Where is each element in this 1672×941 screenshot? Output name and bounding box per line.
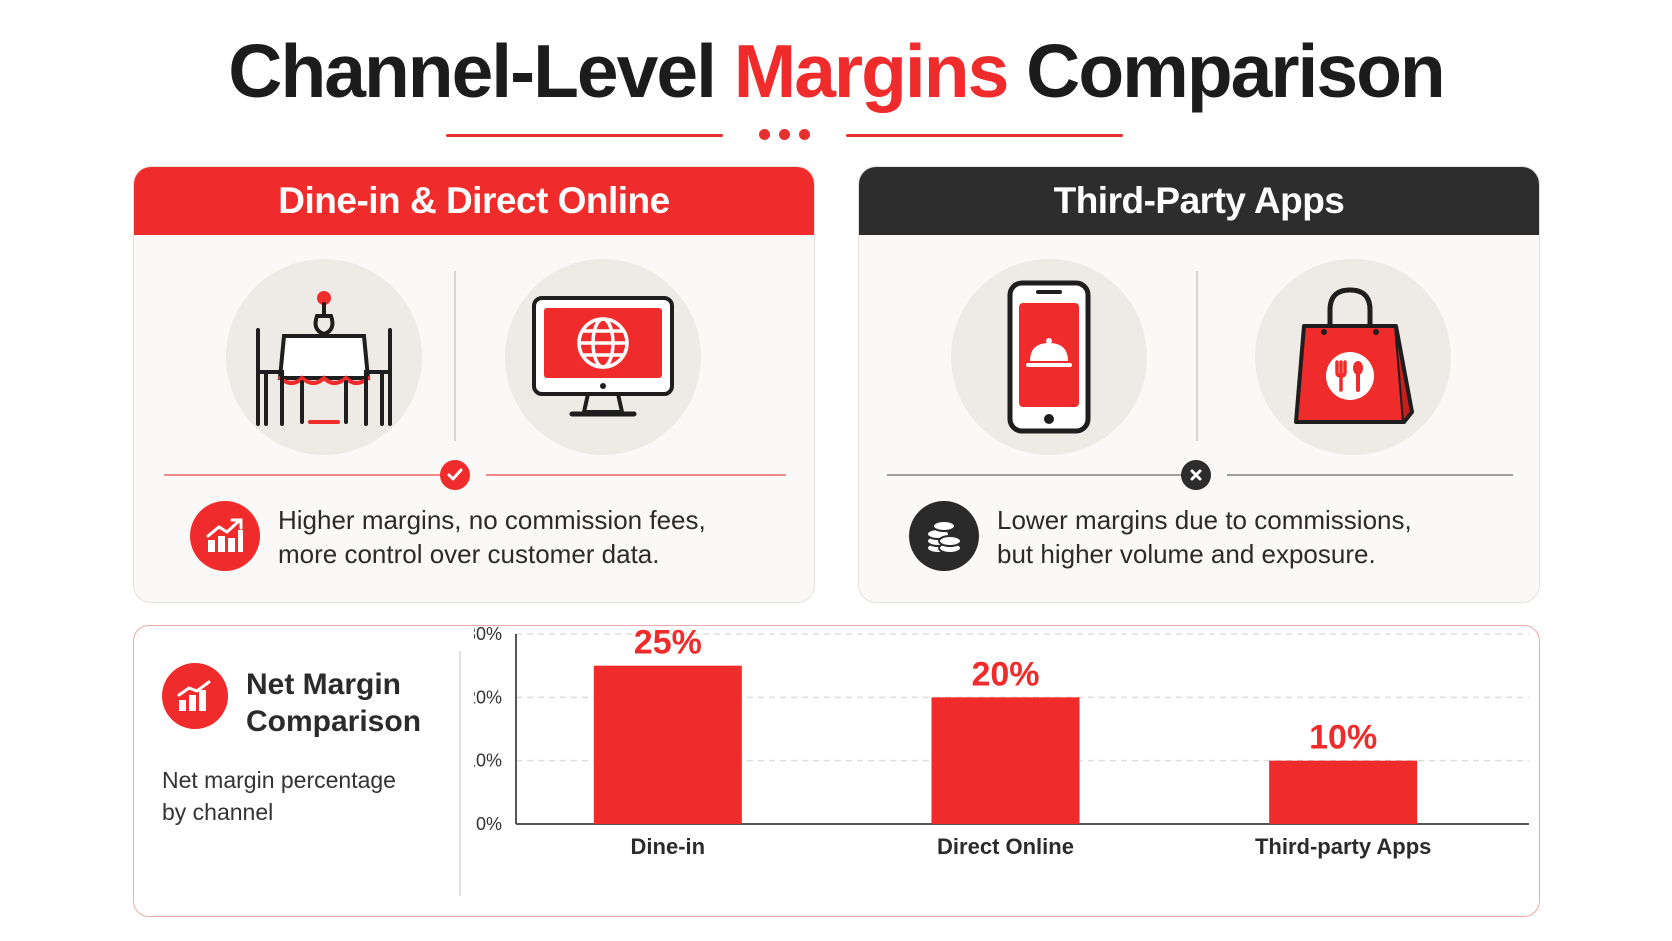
dining-table-icon bbox=[226, 259, 422, 455]
panel-subtitle: Net margin percentage by channel bbox=[162, 764, 442, 828]
card-title: Third-Party Apps bbox=[859, 167, 1539, 235]
net-margin-panel: Net Margin Comparison Net margin percent… bbox=[133, 625, 1540, 917]
description-line: but higher volume and exposure. bbox=[997, 539, 1376, 569]
description-line: more control over customer data. bbox=[278, 539, 660, 569]
shopping-bag-icon bbox=[1255, 259, 1451, 455]
title-highlight: Margins bbox=[733, 29, 1010, 113]
monitor-globe-icon bbox=[505, 259, 701, 455]
x-tick-label: Direct Online bbox=[937, 834, 1074, 859]
description-line: Lower margins due to commissions, bbox=[997, 505, 1412, 535]
title-divider bbox=[0, 128, 1672, 148]
phone-cloche-icon bbox=[951, 259, 1147, 455]
direct-channel-card: Dine-in & Direct Online bbox=[133, 166, 815, 603]
panel-title-line: Comparison bbox=[246, 705, 422, 738]
x-tick-label: Dine-in bbox=[631, 834, 706, 859]
card-description: Higher margins, no commission fees, more… bbox=[278, 503, 798, 571]
panel-title-line: Net Margin bbox=[246, 668, 402, 701]
y-tick-label: 0% bbox=[476, 814, 502, 834]
growth-chart-icon bbox=[190, 501, 260, 571]
x-tick-label: Third-party Apps bbox=[1255, 834, 1431, 859]
bar-chart-icon bbox=[162, 663, 228, 729]
data-label: 25% bbox=[634, 626, 702, 662]
page-title: Channel-Level Margins Comparison bbox=[0, 28, 1672, 114]
bar-direct-online bbox=[931, 697, 1080, 824]
data-label: 20% bbox=[971, 655, 1039, 693]
bar-dine-in bbox=[593, 665, 742, 824]
title-part1: Channel-Level bbox=[228, 29, 734, 113]
panel-subtitle-line: by channel bbox=[162, 799, 274, 825]
net-margin-bar-chart: 0% 10% 20% 30% 25% Dine-in 20% Direct Online 10%… bbox=[474, 626, 1529, 859]
y-tick-label: 30% bbox=[474, 626, 502, 644]
panel-title: Net Margin Comparison bbox=[246, 666, 446, 740]
y-tick-label: 20% bbox=[474, 687, 502, 707]
y-tick-label: 10% bbox=[474, 751, 502, 771]
description-line: Higher margins, no commission fees, bbox=[278, 505, 706, 535]
third-party-card: Third-Party Apps bbox=[858, 166, 1540, 603]
bar-third-party-apps bbox=[1269, 760, 1418, 824]
coins-icon bbox=[909, 501, 979, 571]
card-description: Lower margins due to commissions, but hi… bbox=[997, 503, 1517, 571]
check-icon bbox=[440, 460, 470, 490]
data-label: 10% bbox=[1309, 719, 1377, 757]
x-icon bbox=[1181, 460, 1211, 490]
card-title: Dine-in & Direct Online bbox=[134, 167, 814, 235]
title-part2: Comparison bbox=[1007, 29, 1446, 113]
panel-subtitle-line: Net margin percentage bbox=[162, 767, 396, 793]
